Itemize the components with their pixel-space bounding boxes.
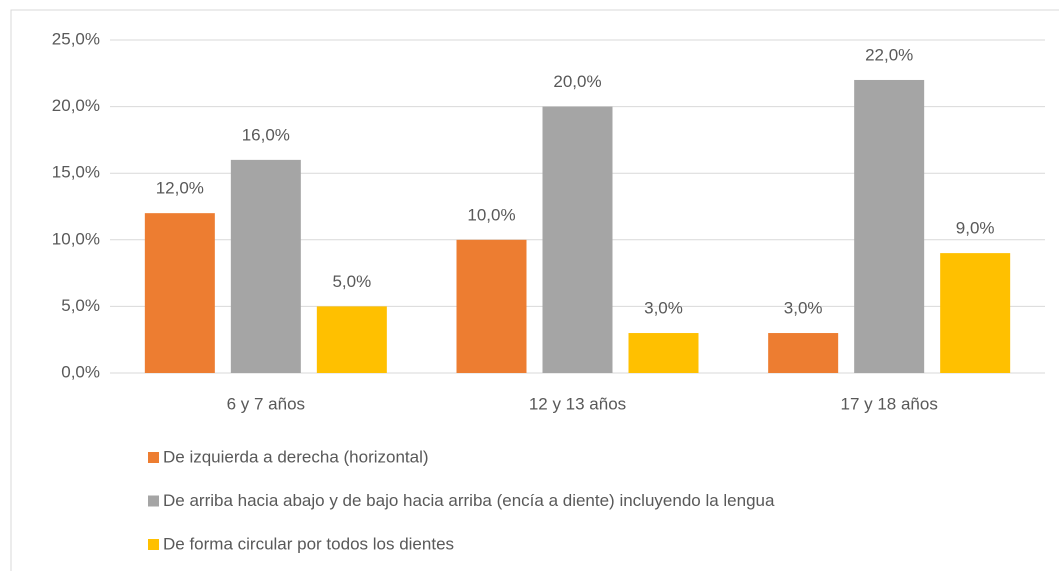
bar (628, 333, 699, 373)
legend-swatch (148, 539, 159, 550)
bar (316, 306, 387, 373)
chart-border (10, 9, 1059, 571)
y-tick-label: 20,0% (52, 96, 100, 115)
legend-swatch (148, 452, 159, 463)
legend-swatch (148, 495, 159, 507)
value-label: 3,0% (784, 299, 823, 318)
value-label: 5,0% (332, 272, 371, 291)
value-label: 9,0% (956, 219, 995, 238)
bar (542, 106, 613, 373)
value-label: 3,0% (644, 299, 683, 318)
value-label: 10,0% (467, 205, 515, 224)
value-label: 22,0% (865, 45, 913, 64)
y-tick-label: 10,0% (52, 229, 100, 248)
bar (854, 79, 925, 374)
legend-label: De izquierda a derecha (horizontal) (163, 447, 429, 466)
x-tick-label: 17 y 18 años (840, 394, 937, 413)
y-tick-label: 15,0% (52, 163, 100, 182)
value-label: 16,0% (242, 125, 290, 144)
legend-label: De arriba hacia abajo y de bajo hacia ar… (163, 491, 775, 510)
y-tick-label: 5,0% (61, 296, 100, 315)
bar (230, 159, 301, 373)
y-tick-label: 25,0% (52, 29, 100, 48)
value-label: 20,0% (553, 72, 601, 91)
bar (768, 333, 839, 373)
legend-label: De forma circular por todos los dientes (163, 534, 454, 553)
y-tick-label: 0,0% (61, 362, 100, 381)
x-tick-label: 6 y 7 años (227, 394, 305, 413)
bar (144, 213, 215, 373)
x-tick-label: 12 y 13 años (529, 394, 626, 413)
bar (940, 253, 1011, 373)
bar (456, 239, 527, 373)
value-label: 12,0% (156, 179, 204, 198)
